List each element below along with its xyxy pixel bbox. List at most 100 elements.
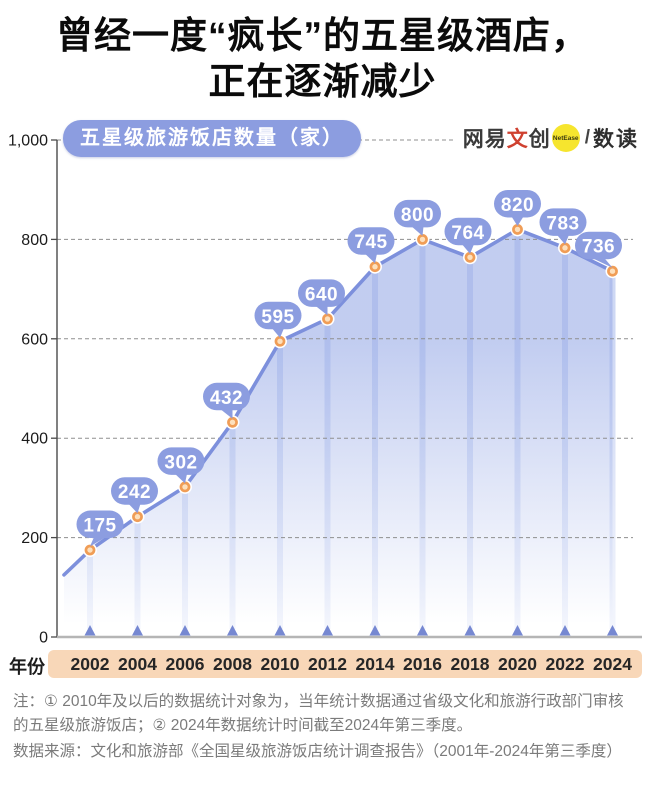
netease-logo: 网易文创 NetEase / 数读 bbox=[454, 120, 639, 156]
data-point bbox=[320, 311, 335, 326]
data-point bbox=[510, 222, 525, 237]
x-tick-label: 2024 bbox=[593, 654, 632, 674]
x-tick-label: 2008 bbox=[213, 654, 252, 674]
value-bubble-label: 745 bbox=[354, 232, 387, 253]
y-tick-label: 1,000 bbox=[8, 133, 48, 150]
column-highlight bbox=[277, 343, 283, 629]
axis-marker-icon bbox=[607, 625, 618, 636]
x-axis-row: 年份▸ 200220042006200820102012201420162018… bbox=[0, 650, 645, 680]
value-bubble-label: 302 bbox=[164, 452, 197, 473]
brand-wenchuang: 网易文创 bbox=[463, 123, 551, 153]
axis-marker-icon bbox=[512, 625, 523, 636]
value-bubble: 783 bbox=[539, 208, 587, 245]
value-bubble: 736 bbox=[575, 231, 622, 268]
value-bubble: 175 bbox=[76, 510, 124, 547]
value-bubble: 595 bbox=[254, 301, 302, 338]
axis-marker-icon bbox=[179, 625, 191, 636]
column-highlight bbox=[87, 552, 93, 629]
data-point bbox=[558, 240, 572, 255]
axis-marker-icon bbox=[274, 625, 286, 636]
axis-marker-icon bbox=[417, 625, 428, 636]
data-point bbox=[605, 264, 620, 279]
value-bubble: 432 bbox=[203, 382, 250, 419]
y-tick-label: 600 bbox=[21, 331, 48, 348]
column-highlight bbox=[182, 488, 188, 629]
column-highlight bbox=[467, 259, 473, 629]
netease-badge-icon: NetEase bbox=[551, 124, 580, 152]
column-highlight bbox=[229, 424, 236, 629]
x-tick-label: 2022 bbox=[545, 654, 585, 674]
y-tick-label: 0 bbox=[39, 630, 48, 647]
value-bubble-label: 783 bbox=[546, 213, 579, 234]
year-band: 2002 2004 2006 2008 2010 2012 2014 2016 2018 2020… bbox=[48, 650, 642, 678]
x-tick-label: 2014 bbox=[355, 654, 395, 674]
source-text: 数据来源：文化和旅游部《全国星级旅游饭店统计调查报告》（2001年-2024年第… bbox=[13, 743, 622, 761]
brand-text-red: 文 bbox=[506, 128, 529, 151]
x-tick-label: 2010 bbox=[260, 654, 300, 674]
brand-text: 网易 bbox=[462, 128, 507, 151]
value-bubble: 745 bbox=[347, 227, 395, 264]
value-bubble: 242 bbox=[111, 477, 158, 514]
value-bubble-label: 764 bbox=[451, 223, 484, 244]
column-highlight bbox=[609, 273, 616, 629]
value-bubble-label: 736 bbox=[582, 237, 615, 258]
x-tick-label: 2016 bbox=[403, 654, 442, 674]
area-fill bbox=[64, 229, 613, 629]
x-tick-label: 2006 bbox=[165, 654, 205, 674]
column-highlight bbox=[419, 241, 426, 629]
value-bubble: 640 bbox=[298, 279, 345, 316]
note-text: 注：① 2010年及以后的数据统计对象为，当年统计数据通过省级文化和旅游行政部门… bbox=[13, 693, 624, 734]
value-bubble: 764 bbox=[444, 217, 492, 254]
data-point bbox=[83, 543, 97, 558]
axis-marker-icon bbox=[322, 625, 333, 636]
value-bubble-label: 640 bbox=[305, 284, 338, 305]
y-tick-label: 200 bbox=[21, 530, 48, 547]
data-point bbox=[178, 479, 192, 494]
title-line-2: 正在逐渐减少 bbox=[208, 61, 437, 103]
column-highlight bbox=[372, 268, 378, 629]
value-bubble: 800 bbox=[394, 199, 441, 236]
column-highlight bbox=[134, 518, 141, 629]
data-point bbox=[415, 232, 430, 247]
value-bubble-label: 242 bbox=[118, 482, 151, 503]
value-bubble-label: 175 bbox=[83, 516, 116, 537]
value-bubble-label: 432 bbox=[210, 388, 243, 409]
x-tick-label: 2020 bbox=[498, 654, 537, 674]
footnotes: 注：① 2010年及以后的数据统计对象为，当年统计数据通过省级文化和旅游行政部门… bbox=[13, 690, 633, 767]
x-tick-label: 2012 bbox=[308, 654, 347, 674]
y-tick-label: 800 bbox=[21, 232, 48, 249]
value-bubble: 302 bbox=[157, 447, 205, 484]
page-title: 曾经一度“疯长”的五星级酒店， 正在逐渐减少 bbox=[0, 13, 645, 106]
x-axis-title-text: 年份 bbox=[9, 657, 45, 677]
axis-marker-icon bbox=[84, 625, 96, 636]
data-point bbox=[463, 250, 477, 265]
title-line-1: 曾经一度“疯长”的五星级酒店， bbox=[56, 15, 589, 56]
logo-divider: / bbox=[584, 127, 590, 148]
column-highlight bbox=[324, 320, 331, 629]
axis-marker-icon bbox=[559, 625, 571, 636]
axis-marker-icon bbox=[464, 625, 476, 636]
data-point bbox=[273, 334, 287, 349]
x-tick-label: 2018 bbox=[450, 654, 490, 674]
column-highlight bbox=[514, 231, 521, 629]
x-tick-label: 2002 bbox=[70, 654, 110, 674]
data-point bbox=[225, 415, 240, 430]
value-bubble: 820 bbox=[494, 189, 541, 226]
axis-marker-icon bbox=[132, 625, 143, 636]
axis-marker-icon bbox=[369, 625, 381, 636]
value-bubble-label: 800 bbox=[401, 205, 434, 226]
y-tick-label: 400 bbox=[21, 431, 48, 448]
value-bubble-label: 595 bbox=[261, 307, 294, 328]
axis-marker-icon bbox=[227, 625, 238, 636]
column-highlight bbox=[562, 249, 568, 629]
x-tick-label: 2004 bbox=[118, 654, 157, 674]
legend-pill: 五星级旅游饭店数量（家） bbox=[63, 120, 361, 157]
data-point bbox=[368, 259, 382, 274]
brand-channel: 数读 bbox=[593, 128, 639, 151]
data-point bbox=[130, 509, 145, 524]
value-bubble-label: 820 bbox=[501, 195, 534, 216]
brand-text: 创 bbox=[528, 128, 551, 151]
